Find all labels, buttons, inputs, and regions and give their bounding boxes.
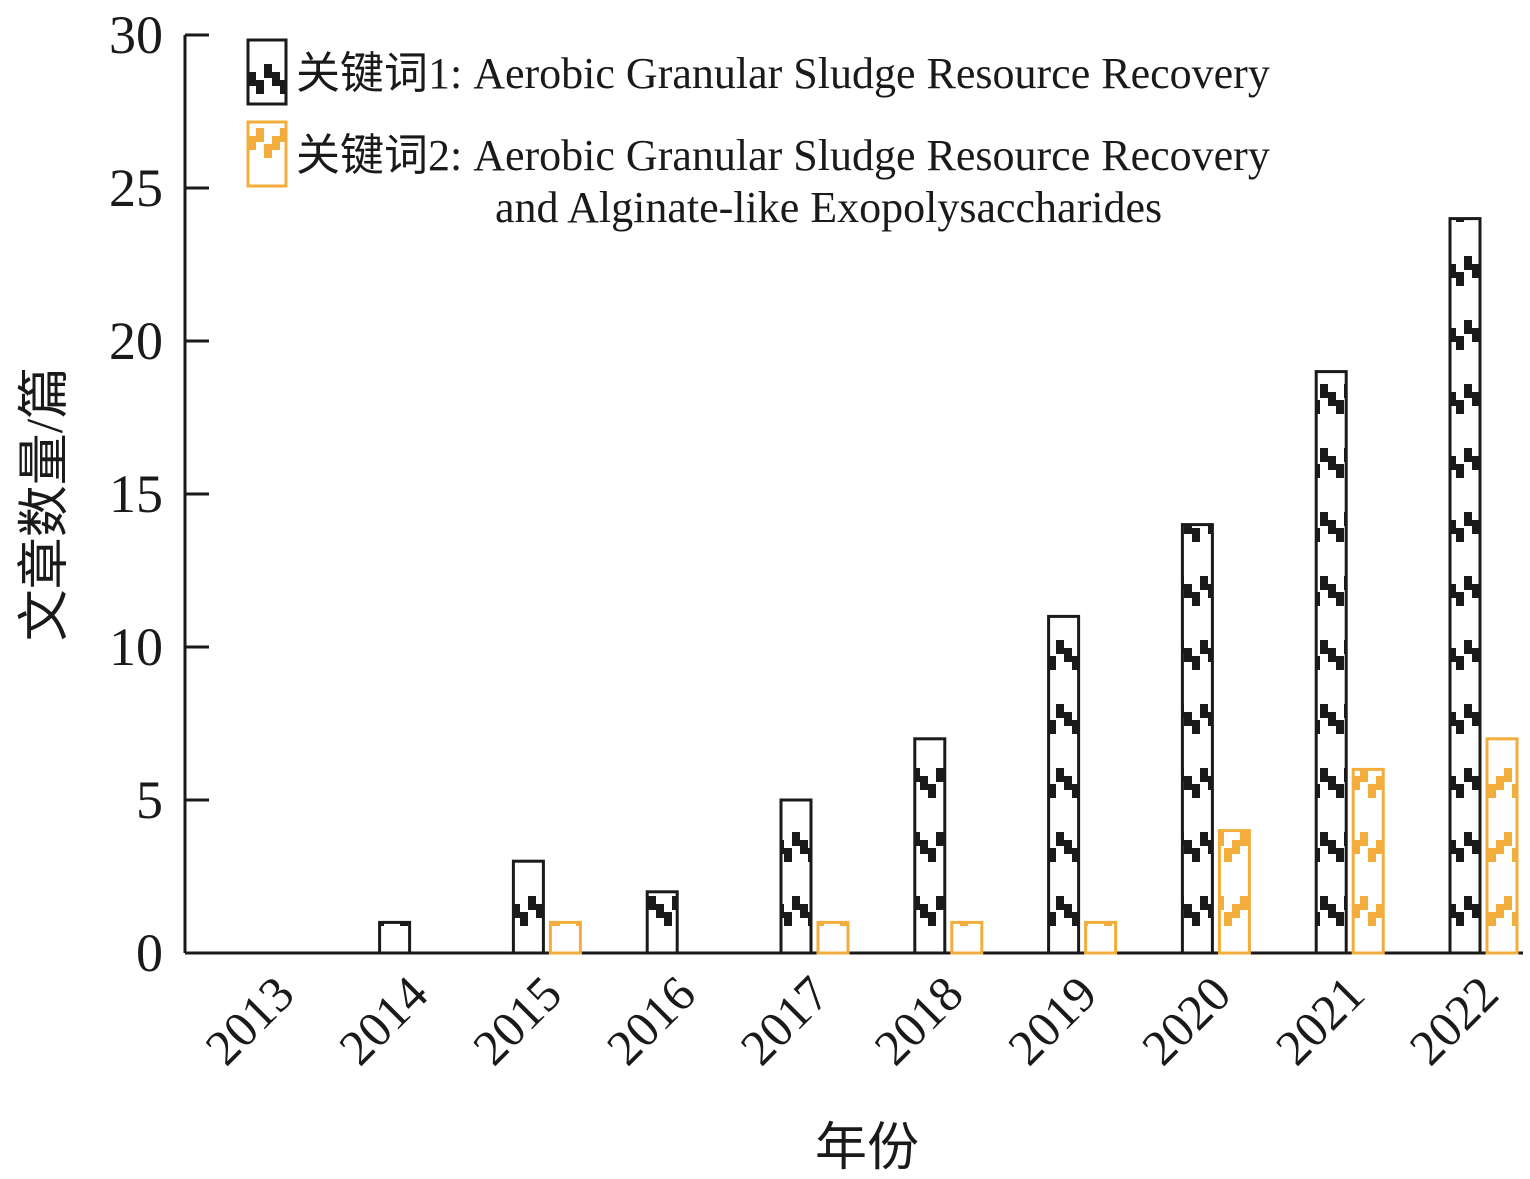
x-tick-label: 2017 (729, 965, 839, 1075)
bar-keyword2 (1084, 920, 1118, 955)
x-tick-label: 2013 (194, 965, 304, 1075)
legend-swatch-keyword2 (246, 120, 288, 188)
y-tick-label: 15 (109, 464, 163, 524)
y-tick-label: 0 (136, 923, 163, 983)
y-tick-label: 20 (109, 311, 163, 371)
x-tick-label: 2020 (1131, 965, 1241, 1075)
x-tick-label: 2015 (462, 965, 572, 1075)
legend-label-keyword2: and Alginate-like Exopolysaccharides (495, 183, 1162, 232)
x-tick-label: 2016 (596, 965, 706, 1075)
bar-keyword1 (378, 920, 412, 955)
bar-keyword1 (1180, 523, 1214, 955)
bar-keyword1 (645, 890, 679, 955)
bar-keyword1 (779, 798, 813, 955)
bar-keyword1 (1047, 614, 1081, 955)
bars (378, 217, 1519, 955)
bar-keyword2 (1485, 737, 1519, 955)
y-tick-label: 25 (109, 158, 163, 218)
y-tick-label: 30 (109, 5, 163, 65)
bar-keyword2 (1217, 829, 1251, 955)
bar-keyword1 (1314, 370, 1348, 955)
legend: 关键词1: Aerobic Granular Sludge Resource R… (246, 38, 1270, 232)
bar-keyword1 (511, 859, 545, 955)
y-tick-label: 10 (109, 617, 163, 677)
bar-keyword2 (548, 920, 582, 955)
legend-label-keyword1: 关键词1: Aerobic Granular Sludge Resource R… (296, 49, 1270, 98)
bar-keyword2 (816, 920, 850, 955)
tick-labels: 0 5 10 15 20 25 30 文章数量/篇年份 2013 2014 2015 2016 2017… (16, 5, 1509, 1177)
x-tick-label: 2022 (1398, 965, 1508, 1075)
x-tick-label: 2021 (1265, 965, 1375, 1075)
y-axis-title: 文章数量/篇 (16, 367, 74, 641)
legend-label-keyword2: 关键词2: Aerobic Granular Sludge Resource R… (296, 131, 1270, 180)
y-tick-label: 5 (136, 770, 163, 830)
bar-keyword1 (1448, 217, 1482, 955)
bar-keyword2 (1351, 767, 1385, 955)
x-tick-label: 2019 (997, 965, 1107, 1075)
bar-keyword2 (950, 920, 984, 955)
x-tick-label: 2018 (863, 965, 973, 1075)
x-tick-label: 2014 (328, 965, 438, 1075)
x-axis-title: 年份 (815, 1120, 919, 1177)
bar-keyword1 (913, 737, 947, 955)
legend-swatch-keyword1 (246, 38, 288, 106)
